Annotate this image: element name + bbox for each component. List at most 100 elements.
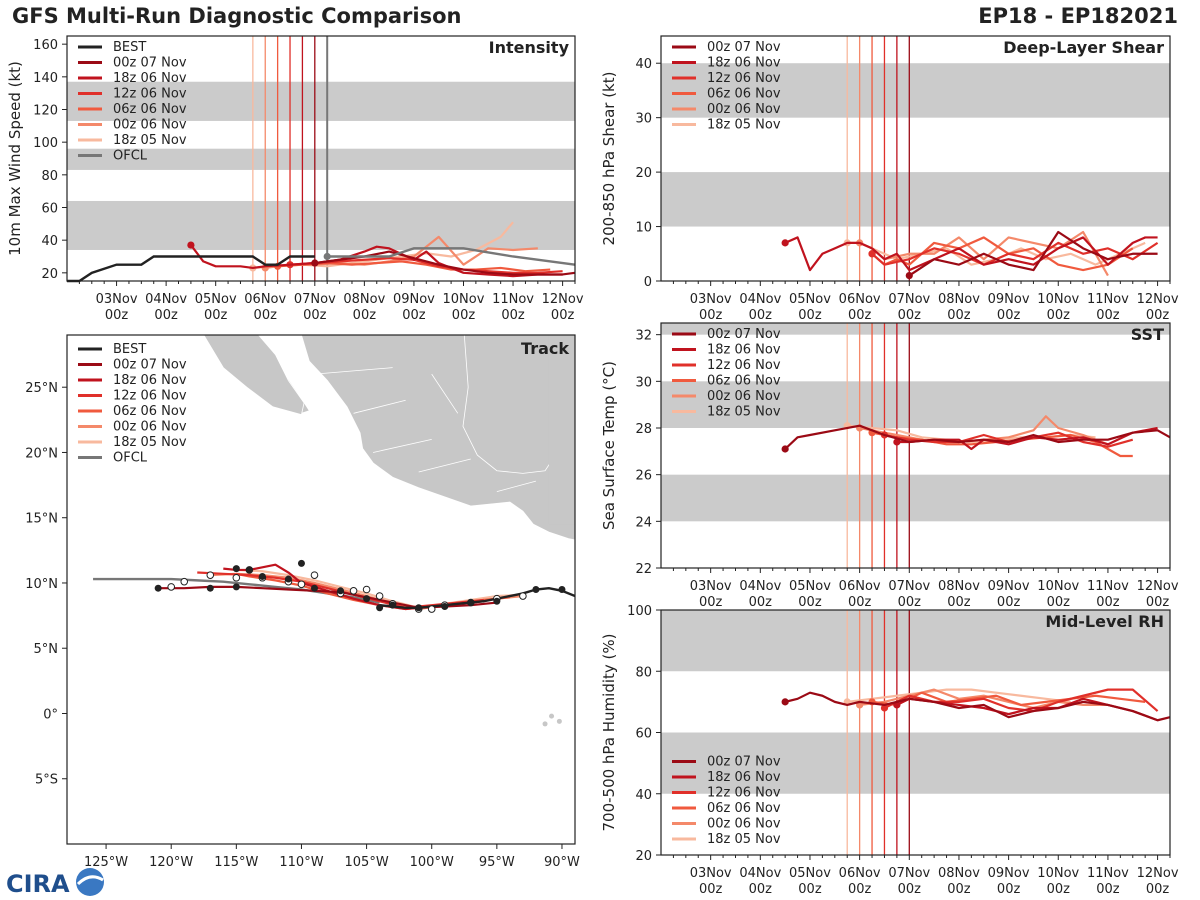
track-filled-marker xyxy=(493,597,501,605)
intensity-legend-label: 00z 06 Nov xyxy=(113,118,187,133)
sst-legend-label: 00z 06 Nov xyxy=(707,389,781,404)
shear-xtick-hour-label: 00z xyxy=(947,308,971,323)
sst-legend-label: 06z 06 Nov xyxy=(707,374,781,389)
rh-xtick-hour-label: 00z xyxy=(947,882,971,897)
track-xtick-label: 110°W xyxy=(279,855,323,870)
shear-xtick-hour-label: 00z xyxy=(1096,308,1120,323)
track-ytick-label: 20°N xyxy=(25,446,58,461)
shear-band xyxy=(661,172,1170,227)
track-filled-marker xyxy=(389,601,397,609)
track-open-marker xyxy=(519,592,527,600)
track-xtick-label: 100°W xyxy=(410,855,454,870)
rh-series-start-marker xyxy=(781,698,789,706)
shear-ytick-label: 10 xyxy=(635,221,652,236)
track-legend-label: 06z 06 Nov xyxy=(113,404,187,419)
shear-xtick-day-label: 12Nov xyxy=(1137,292,1179,307)
shear-xtick-hour-label: 00z xyxy=(1146,308,1170,323)
track-filled-marker xyxy=(441,602,449,610)
track-state-border xyxy=(431,373,459,414)
rh-xtick-day-label: 12Nov xyxy=(1137,866,1179,881)
track-state-border xyxy=(496,480,537,493)
track-xtick-label: 115°W xyxy=(214,855,258,870)
rh-xtick-day-label: 10Nov xyxy=(1037,866,1079,881)
shear-series-start-marker xyxy=(868,250,876,258)
sst-title: SST xyxy=(1131,325,1164,344)
intensity-xtick-hour-label: 00z xyxy=(254,308,278,323)
intensity-ytick-label: 40 xyxy=(41,234,58,249)
intensity-best-line xyxy=(67,255,315,283)
track-open-marker xyxy=(232,573,241,582)
shear-xtick-day-label: 04Nov xyxy=(739,292,781,307)
rh-title: Mid-Level RH xyxy=(1045,612,1164,631)
shear-xtick-day-label: 07Nov xyxy=(888,292,930,307)
intensity-ytick-label: 80 xyxy=(41,169,58,184)
rh-legend-label: 06z 06 Nov xyxy=(707,801,781,816)
shear-frame xyxy=(660,35,1171,282)
sst-xtick-hour-label: 00z xyxy=(997,595,1021,610)
track-filled-marker xyxy=(558,586,566,593)
track-filled-marker xyxy=(245,566,253,574)
shear-title: Deep-Layer Shear xyxy=(1003,38,1164,57)
rh-xtick-day-label: 07Nov xyxy=(888,866,930,881)
intensity-series-start-marker xyxy=(311,259,319,267)
sst-ylabel: Sea Surface Temp (°C) xyxy=(600,361,618,530)
track-filled-marker xyxy=(258,572,266,580)
sst-xtick-hour-label: 00z xyxy=(1146,595,1170,610)
track-state-border xyxy=(373,439,432,453)
sst-ytick-label: 22 xyxy=(635,562,652,577)
intensity-xtick-day-label: 05Nov xyxy=(195,292,237,307)
rh-legend-label: 00z 06 Nov xyxy=(707,817,781,832)
sst-legend-label: 18z 06 Nov xyxy=(707,343,781,358)
intensity-band xyxy=(67,200,575,250)
intensity-legend-label: 00z 07 Nov xyxy=(113,56,187,71)
intensity-xtick-day-label: 08Nov xyxy=(343,292,385,307)
track-land-baja xyxy=(203,335,305,416)
rh-xtick-hour-label: 00z xyxy=(1146,882,1170,897)
sst-series-line xyxy=(784,424,1171,450)
sst-xtick-day-label: 08Nov xyxy=(938,579,980,594)
intensity-ytick-label: 120 xyxy=(33,104,58,119)
track-legend-label: OFCL xyxy=(113,451,148,466)
rh-series-line xyxy=(871,691,1146,707)
sst-xtick-day-label: 03Nov xyxy=(690,579,732,594)
shear-xtick-day-label: 10Nov xyxy=(1037,292,1079,307)
sst-xtick-day-label: 10Nov xyxy=(1037,579,1079,594)
track-best-line xyxy=(379,586,575,609)
shear-xtick-hour-label: 00z xyxy=(798,308,822,323)
sst-ytick-label: 26 xyxy=(635,469,652,484)
shear-legend-label: 18z 05 Nov xyxy=(707,118,781,133)
intensity-legend-label: BEST xyxy=(113,40,146,55)
track-legend-label: 18z 06 Nov xyxy=(113,373,187,388)
sst-band xyxy=(661,474,1170,522)
rh-xtick-hour-label: 00z xyxy=(1096,882,1120,897)
shear-ytick-label: 20 xyxy=(635,166,652,181)
track-legend-label: BEST xyxy=(113,342,146,357)
shear-series-line xyxy=(847,241,1146,266)
track-ytick-label: 5°N xyxy=(34,642,59,657)
intensity-frame xyxy=(66,35,576,282)
track-legend-label: 00z 06 Nov xyxy=(113,420,187,435)
sst-xtick-day-label: 06Nov xyxy=(839,579,881,594)
intensity-series-line xyxy=(289,257,563,274)
track-filled-marker xyxy=(532,586,540,593)
track-lines xyxy=(93,559,575,613)
intensity-xtick-day-label: 04Nov xyxy=(145,292,187,307)
rh-xtick-hour-label: 00z xyxy=(898,882,922,897)
track-open-marker xyxy=(206,571,215,579)
intensity-legend-label: 06z 06 Nov xyxy=(113,102,187,117)
intensity-ytick-label: 60 xyxy=(41,202,58,217)
shear-series-line xyxy=(784,236,1158,272)
sst-band xyxy=(661,323,1170,335)
track-land-island xyxy=(549,713,555,719)
track-filled-marker xyxy=(154,584,162,592)
sst-legend-label: 00z 07 Nov xyxy=(707,327,781,342)
track-ytick-label: 5°S xyxy=(35,773,58,788)
track-open-marker xyxy=(180,577,189,586)
track-state-border xyxy=(418,458,471,473)
intensity-series-line xyxy=(190,244,563,278)
intensity-xtick-day-label: 06Nov xyxy=(244,292,286,307)
track-xtick-label: 95°W xyxy=(479,855,515,870)
rh-legend-label: 18z 05 Nov xyxy=(707,832,781,847)
shear-series-start-marker xyxy=(781,239,789,247)
intensity-ylabel: 10m Max Wind Speed (kt) xyxy=(6,61,24,256)
